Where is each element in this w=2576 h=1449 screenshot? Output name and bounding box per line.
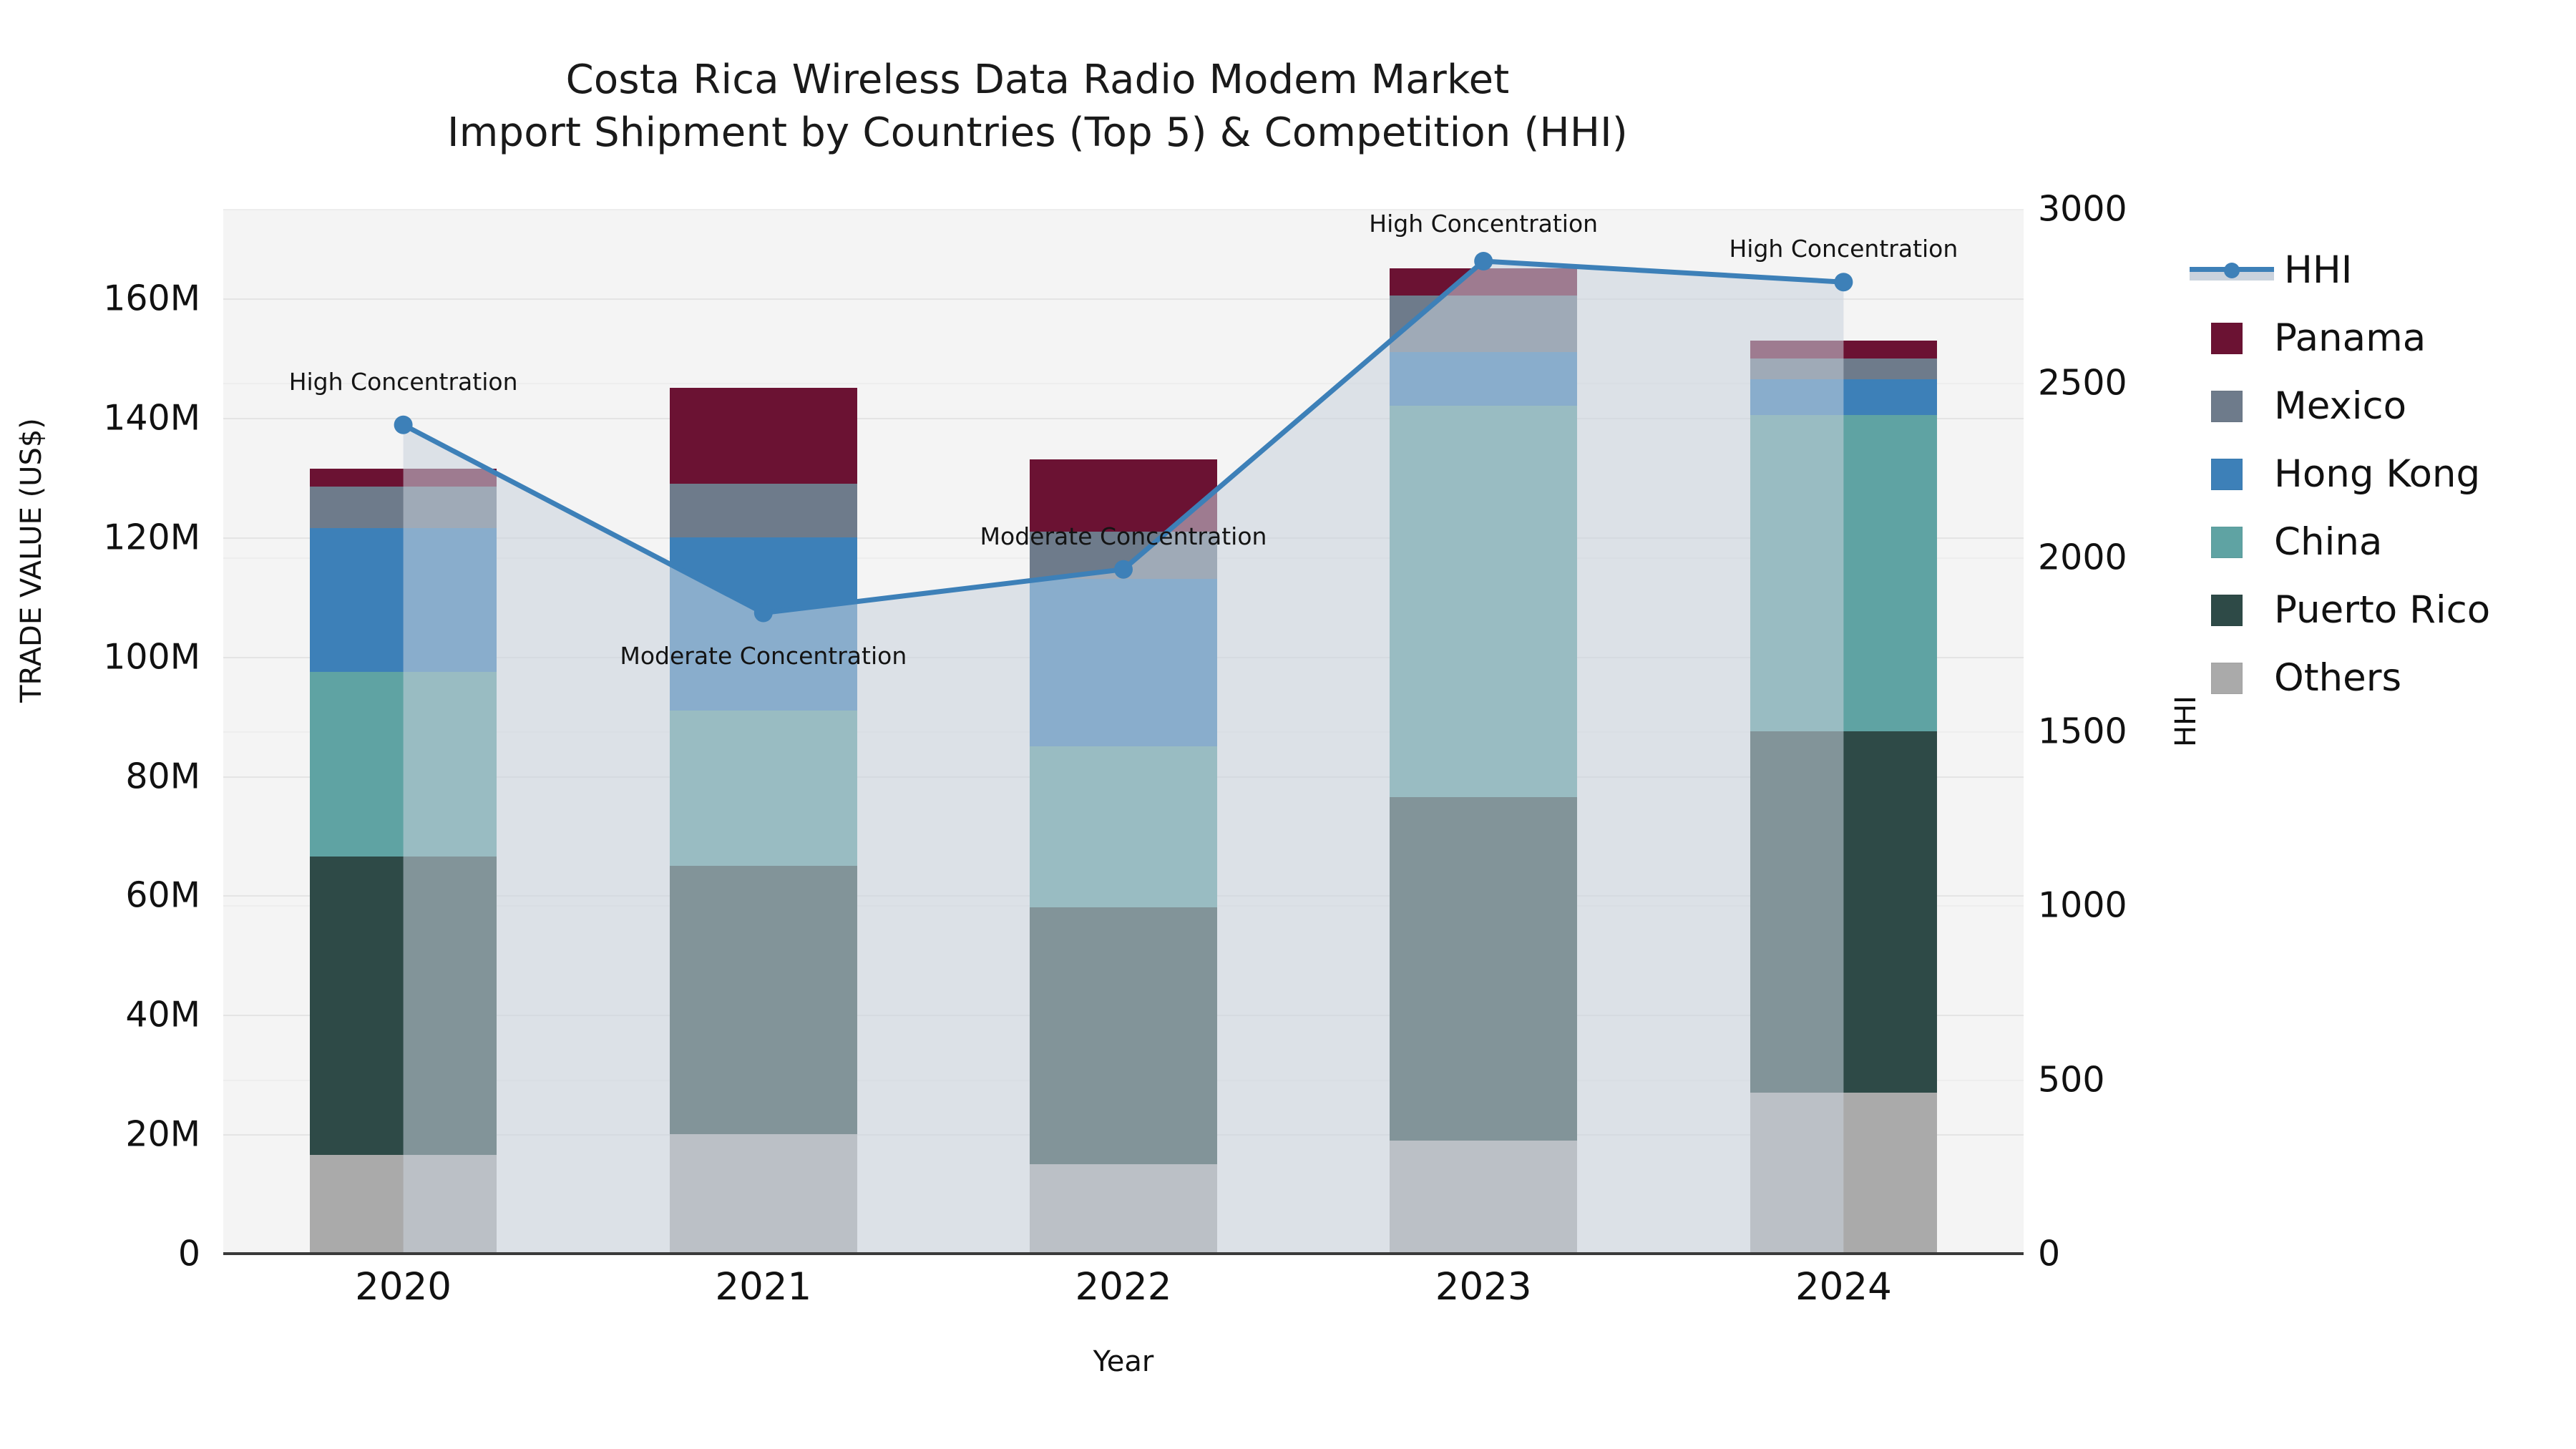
- x-axis-tick: 2023: [1435, 1265, 1532, 1309]
- bar-segment[interactable]: [1750, 1092, 1938, 1254]
- gridline: [223, 298, 2024, 301]
- bar-segment[interactable]: [669, 537, 857, 711]
- y-axis-right-tick: 3000: [2038, 188, 2127, 230]
- bar-segment[interactable]: [669, 865, 857, 1135]
- y-axis-left-tick: 80M: [125, 756, 200, 797]
- bar-segment[interactable]: [1030, 579, 1217, 746]
- legend-item-label: Mexico: [2274, 384, 2407, 428]
- y-axis-left-tick: 160M: [103, 278, 200, 319]
- bar-segment[interactable]: [1390, 268, 1578, 296]
- bar-segment[interactable]: [1390, 352, 1578, 406]
- bar-segment[interactable]: [309, 528, 497, 672]
- legend-swatch-icon: [2211, 662, 2243, 694]
- concentration-annotation: Moderate Concentration: [620, 641, 907, 670]
- bar-segment[interactable]: [1750, 414, 1938, 731]
- y-axis-left-label: TRADE VALUE (US$): [15, 418, 48, 703]
- concentration-annotation: High Concentration: [1369, 210, 1599, 238]
- bar-group[interactable]: [309, 468, 497, 1254]
- x-axis-tick: 2022: [1075, 1265, 1172, 1309]
- y-axis-right-tick: 2000: [2038, 537, 2127, 578]
- legend-item-label: HHI: [2284, 248, 2353, 292]
- bar-segment[interactable]: [669, 388, 857, 484]
- y-axis-left-tick: 60M: [125, 874, 200, 916]
- bar-segment[interactable]: [309, 671, 497, 857]
- y-axis-right-tick: 500: [2038, 1059, 2105, 1101]
- legend-swatch-icon: [2211, 458, 2243, 490]
- legend-swatch-icon: [2211, 594, 2243, 626]
- y-axis-left-tick: 140M: [103, 397, 200, 439]
- bar-group[interactable]: [1030, 459, 1217, 1254]
- bar-segment[interactable]: [309, 486, 497, 529]
- bar-group[interactable]: [669, 388, 857, 1254]
- legend-item-label: Puerto Rico: [2274, 588, 2491, 632]
- bar-segment[interactable]: [1390, 406, 1578, 797]
- chart-title: Costa Rica Wireless Data Radio Modem Mar…: [0, 54, 2075, 160]
- y-axis-right-tick: 1000: [2038, 884, 2127, 926]
- hhi-marker[interactable]: [1834, 273, 1853, 292]
- legend-item-label: Hong Kong: [2274, 452, 2481, 496]
- bar-segment[interactable]: [1030, 1163, 1217, 1254]
- legend-item-panama[interactable]: Panama: [2190, 304, 2562, 372]
- legend-swatch-icon: [2211, 526, 2243, 558]
- legend-item-puerto-rico[interactable]: Puerto Rico: [2190, 576, 2562, 644]
- bar-segment[interactable]: [1390, 1140, 1578, 1254]
- x-axis-tick: 2021: [715, 1265, 812, 1309]
- bar-segment[interactable]: [309, 1155, 497, 1254]
- legend-swatch-icon: [2211, 322, 2243, 354]
- concentration-annotation: High Concentration: [288, 367, 518, 396]
- bar-segment[interactable]: [669, 483, 857, 537]
- bar-segment[interactable]: [1750, 731, 1938, 1093]
- y-axis-left-tick: 0: [177, 1233, 200, 1274]
- concentration-annotation: High Concentration: [1729, 235, 1958, 263]
- bar-group[interactable]: [1750, 340, 1938, 1254]
- x-axis-tick: 2024: [1795, 1265, 1892, 1309]
- y-axis-left-tick: 20M: [125, 1113, 200, 1155]
- bar-segment[interactable]: [1750, 358, 1938, 379]
- legend-item-others[interactable]: Others: [2190, 644, 2562, 712]
- y-axis-left-tick: 40M: [125, 994, 200, 1035]
- bar-segment[interactable]: [1390, 796, 1578, 1141]
- legend-swatch-icon: [2211, 390, 2243, 422]
- bar-segment[interactable]: [309, 468, 497, 487]
- bar-group[interactable]: [1390, 268, 1578, 1254]
- y-axis-left-tick: 120M: [103, 517, 200, 558]
- y-axis-right-tick: 1500: [2038, 711, 2127, 752]
- chart-title-line-1: Costa Rica Wireless Data Radio Modem Mar…: [565, 57, 1510, 103]
- legend-item-hong-kong[interactable]: Hong Kong: [2190, 440, 2562, 508]
- bar-segment[interactable]: [1750, 340, 1938, 358]
- legend-item-label: Panama: [2274, 316, 2426, 360]
- hhi-marker[interactable]: [1474, 252, 1493, 270]
- x-axis-label: Year: [1093, 1345, 1154, 1378]
- bar-segment[interactable]: [1030, 459, 1217, 532]
- chart-title-line-2: Import Shipment by Countries (Top 5) & C…: [447, 109, 1628, 157]
- y-axis-right-tick: 0: [2038, 1233, 2061, 1274]
- legend: HHI Panama Mexico Hong Kong China Puerto Rico…: [2190, 236, 2562, 712]
- legend-item-label: Others: [2274, 656, 2402, 700]
- bar-segment[interactable]: [1030, 907, 1217, 1164]
- legend-item-china[interactable]: China: [2190, 508, 2562, 576]
- legend-item-mexico[interactable]: Mexico: [2190, 372, 2562, 440]
- gridline-secondary: [223, 209, 2024, 210]
- concentration-annotation: Moderate Concentration: [980, 522, 1267, 550]
- x-axis-tick: 2020: [355, 1265, 452, 1309]
- y-axis-left-tick: 100M: [103, 636, 200, 678]
- legend-line-icon: [2190, 255, 2274, 286]
- legend-item-label: China: [2274, 520, 2383, 564]
- bar-segment[interactable]: [1750, 379, 1938, 415]
- bar-segment[interactable]: [309, 857, 497, 1156]
- bar-segment[interactable]: [1390, 295, 1578, 353]
- plot-area: [223, 209, 2024, 1254]
- bar-segment[interactable]: [669, 710, 857, 866]
- legend-item-hhi[interactable]: HHI: [2190, 236, 2562, 304]
- y-axis-right-tick: 2500: [2038, 362, 2127, 404]
- bar-segment[interactable]: [1030, 746, 1217, 908]
- bar-segment[interactable]: [669, 1134, 857, 1254]
- x-axis-line: [223, 1252, 2024, 1255]
